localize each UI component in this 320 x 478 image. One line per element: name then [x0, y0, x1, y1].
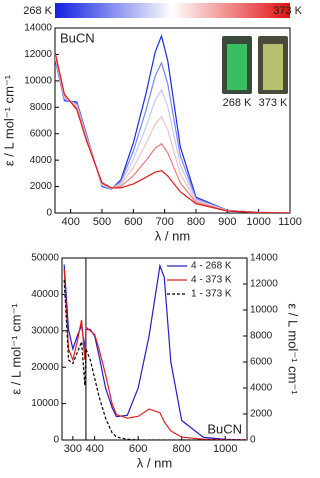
series-line [55, 56, 290, 213]
series-group [63, 263, 247, 440]
legend-label: 4 - 373 K [191, 275, 232, 286]
y-axis-label: ε / L mol⁻¹ cm⁻¹ [8, 303, 23, 395]
x-tick-label: 900 [218, 216, 236, 228]
y-tick-label: 10000 [31, 398, 59, 409]
y-tick-label: 50000 [31, 253, 59, 264]
series-line [55, 51, 290, 213]
plot-frame [54, 27, 291, 214]
y2-tick-label: 6000 [250, 357, 273, 368]
y-tick-label: 40000 [31, 289, 59, 300]
x-tick-label: 400 [85, 443, 103, 455]
y-tick-label: 0 [46, 208, 52, 219]
y-tick-label: 0 [53, 435, 59, 446]
y-tick-label: 4000 [30, 155, 53, 166]
series-line [55, 54, 290, 213]
y-tick-label: 12000 [24, 49, 52, 60]
x-tick-label: 800 [173, 443, 191, 455]
y2-tick-label: 8000 [250, 331, 273, 342]
y2-axis-label: ε / L mol⁻¹ cm⁻¹ [286, 303, 301, 395]
series-line [55, 52, 290, 213]
x-tick-label: 1000 [213, 443, 237, 455]
y-tick-label: 30000 [31, 325, 59, 336]
y-tick-label: 8000 [30, 102, 53, 113]
x-axis-label: λ / nm [155, 228, 190, 243]
y2-tick-label: 14000 [250, 253, 278, 264]
annotation: BuCN [60, 30, 95, 45]
x-tick-label: 300 [64, 443, 82, 455]
x-tick-label: 400 [61, 216, 79, 228]
y2-tick-label: 12000 [250, 279, 278, 290]
series-line [55, 33, 290, 213]
y2-tick-label: 0 [250, 435, 256, 446]
series-group [55, 33, 290, 213]
figure: 400 500 600 700 800 900 1000 110002000400060008… [1, 3, 303, 470]
vial-liquid [227, 44, 247, 90]
series-line [63, 279, 247, 440]
x-axis-label: λ / nm [137, 455, 172, 470]
x-tick-label: 500 [93, 216, 111, 228]
vial-liquid [263, 44, 283, 90]
y-axis-label: ε / L mol⁻¹ cm⁻¹ [1, 74, 16, 166]
legend-label: 1 - 373 K [191, 289, 232, 300]
annotation: BuCN [207, 421, 242, 436]
photo-label: 373 K [259, 97, 288, 109]
x-tick-label: 700 [155, 216, 173, 228]
y2-tick-label: 4000 [250, 383, 273, 394]
colorbar [55, 3, 290, 18]
y2-tick-label: 10000 [250, 305, 278, 316]
x-tick-label: 800 [187, 216, 205, 228]
y-tick-label: 20000 [31, 362, 59, 373]
x-tick-label: 600 [124, 216, 142, 228]
colorbar-high: 373 K [273, 5, 302, 17]
series-line [63, 268, 247, 440]
x-tick-label: 1000 [246, 216, 270, 228]
y2-tick-label: 2000 [250, 409, 273, 420]
y-tick-label: 6000 [30, 128, 53, 139]
y-tick-label: 10000 [24, 75, 52, 86]
y-tick-label: 2000 [30, 181, 53, 192]
y-tick-label: 14000 [24, 23, 52, 34]
x-tick-label: 600 [129, 443, 147, 455]
series-line [55, 55, 290, 213]
colorbar-low: 268 K [23, 5, 52, 17]
legend-label: 4 - 268 K [191, 261, 232, 272]
photo-label: 268 K [223, 97, 252, 109]
x-tick-label: 1100 [278, 216, 302, 228]
